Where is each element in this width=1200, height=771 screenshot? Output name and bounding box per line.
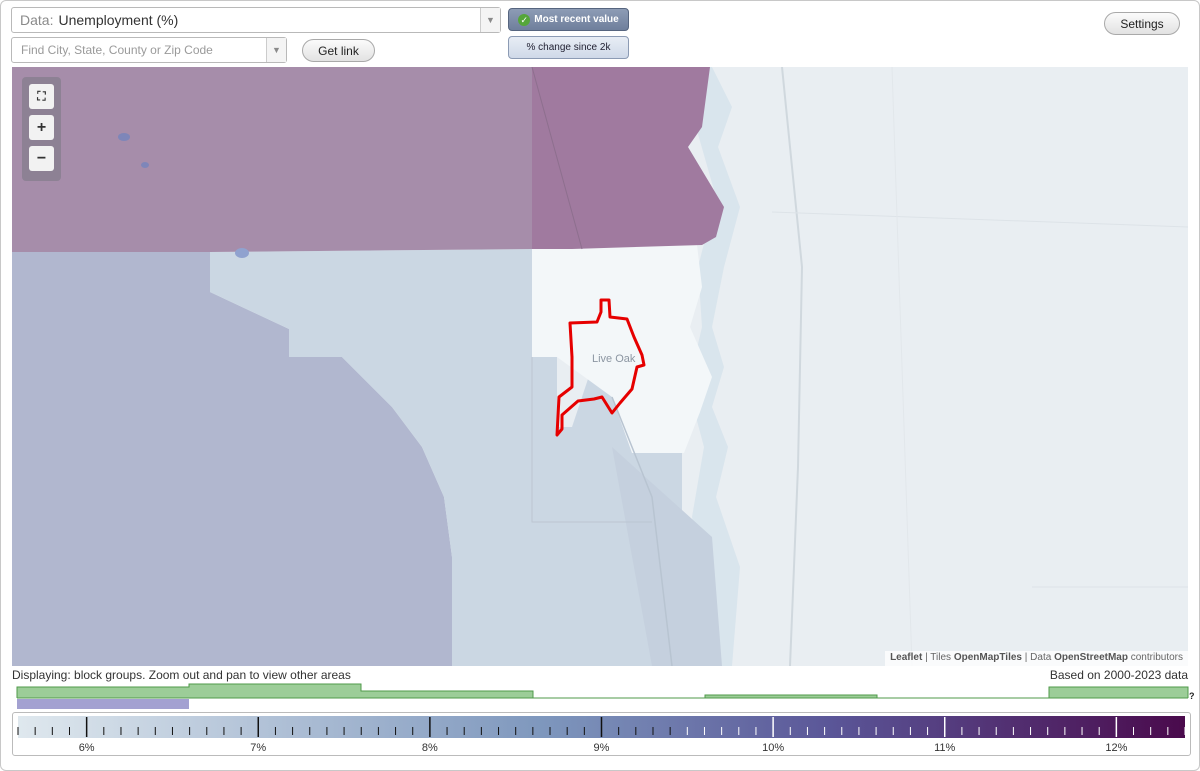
tiles-prefix: Tiles xyxy=(930,652,952,663)
value-histogram xyxy=(16,683,1189,709)
settings-button[interactable]: Settings xyxy=(1104,12,1180,35)
attribution-separator: | xyxy=(925,652,931,663)
leaflet-link[interactable]: Leaflet xyxy=(890,652,923,663)
legend-tick-label: 7% xyxy=(250,742,266,754)
displaying-text: Displaying: block groups. Zoom out and p… xyxy=(12,668,351,682)
legend-tick-label: 8% xyxy=(422,742,438,754)
data-dropdown-label: Data: xyxy=(20,12,54,28)
legend-tick-label: 11% xyxy=(934,742,955,754)
fullscreen-icon[interactable]: ⛶ xyxy=(29,84,54,109)
data-prefix: Data xyxy=(1030,652,1052,663)
selected-area-boundary xyxy=(555,298,646,437)
region-north xyxy=(12,67,532,252)
map-view[interactable]: Live Oak ⛶ + − Leaflet | Tiles OpenMapTi… xyxy=(12,67,1188,666)
check-icon: ✓ xyxy=(518,13,531,26)
contributors-text: contributors xyxy=(1130,652,1183,663)
region-west xyxy=(12,252,452,666)
legend-tick-label: 6% xyxy=(79,742,95,754)
based-on-text: Based on 2000-2023 data xyxy=(1049,668,1188,682)
tiles-link[interactable]: OpenMapTiles xyxy=(953,652,1022,663)
zoom-panel: ⛶ + − xyxy=(22,77,61,181)
color-legend: 6% 7% 8% 9% 10% 11% 12% xyxy=(12,712,1191,756)
osm-link[interactable]: OpenStreetMap xyxy=(1054,652,1128,663)
chevron-down-icon[interactable]: ▼ xyxy=(266,38,286,62)
zoom-in-icon[interactable]: + xyxy=(29,115,54,140)
location-search[interactable]: ▼ xyxy=(11,37,287,63)
region-northeast xyxy=(532,67,724,249)
map-tiles xyxy=(12,67,1188,666)
pct-change-toggle[interactable]: % change since 2k xyxy=(508,36,629,59)
zoom-out-icon[interactable]: − xyxy=(29,146,54,171)
region-east-light xyxy=(532,245,712,453)
help-icon[interactable]: ? xyxy=(1189,691,1195,701)
region-south xyxy=(612,447,722,666)
map-attribution: Leaflet | Tiles OpenMapTiles | Data Open… xyxy=(885,651,1188,666)
legend-tick-label: 10% xyxy=(762,742,784,754)
legend-tick-label: 12% xyxy=(1105,742,1127,754)
data-dropdown[interactable]: Data: Unemployment (%) ▼ xyxy=(11,7,501,33)
data-dropdown-value: Unemployment (%) xyxy=(58,12,179,28)
chevron-down-icon[interactable]: ▼ xyxy=(480,8,500,32)
legend-tick-label: 9% xyxy=(594,742,610,754)
histogram-distribution xyxy=(16,683,1189,699)
legend-scale: 6% 7% 8% 9% 10% 11% 12% xyxy=(17,716,1186,754)
most-recent-toggle[interactable]: ✓ Most recent value xyxy=(508,8,629,31)
region-middle xyxy=(210,249,682,666)
attribution-separator: | xyxy=(1024,652,1031,663)
most-recent-label: Most recent value xyxy=(534,14,619,25)
city-label: Live Oak xyxy=(592,353,636,365)
get-link-button[interactable]: Get link xyxy=(302,39,375,62)
selected-range-bar xyxy=(17,699,189,709)
search-input[interactable] xyxy=(12,38,262,62)
